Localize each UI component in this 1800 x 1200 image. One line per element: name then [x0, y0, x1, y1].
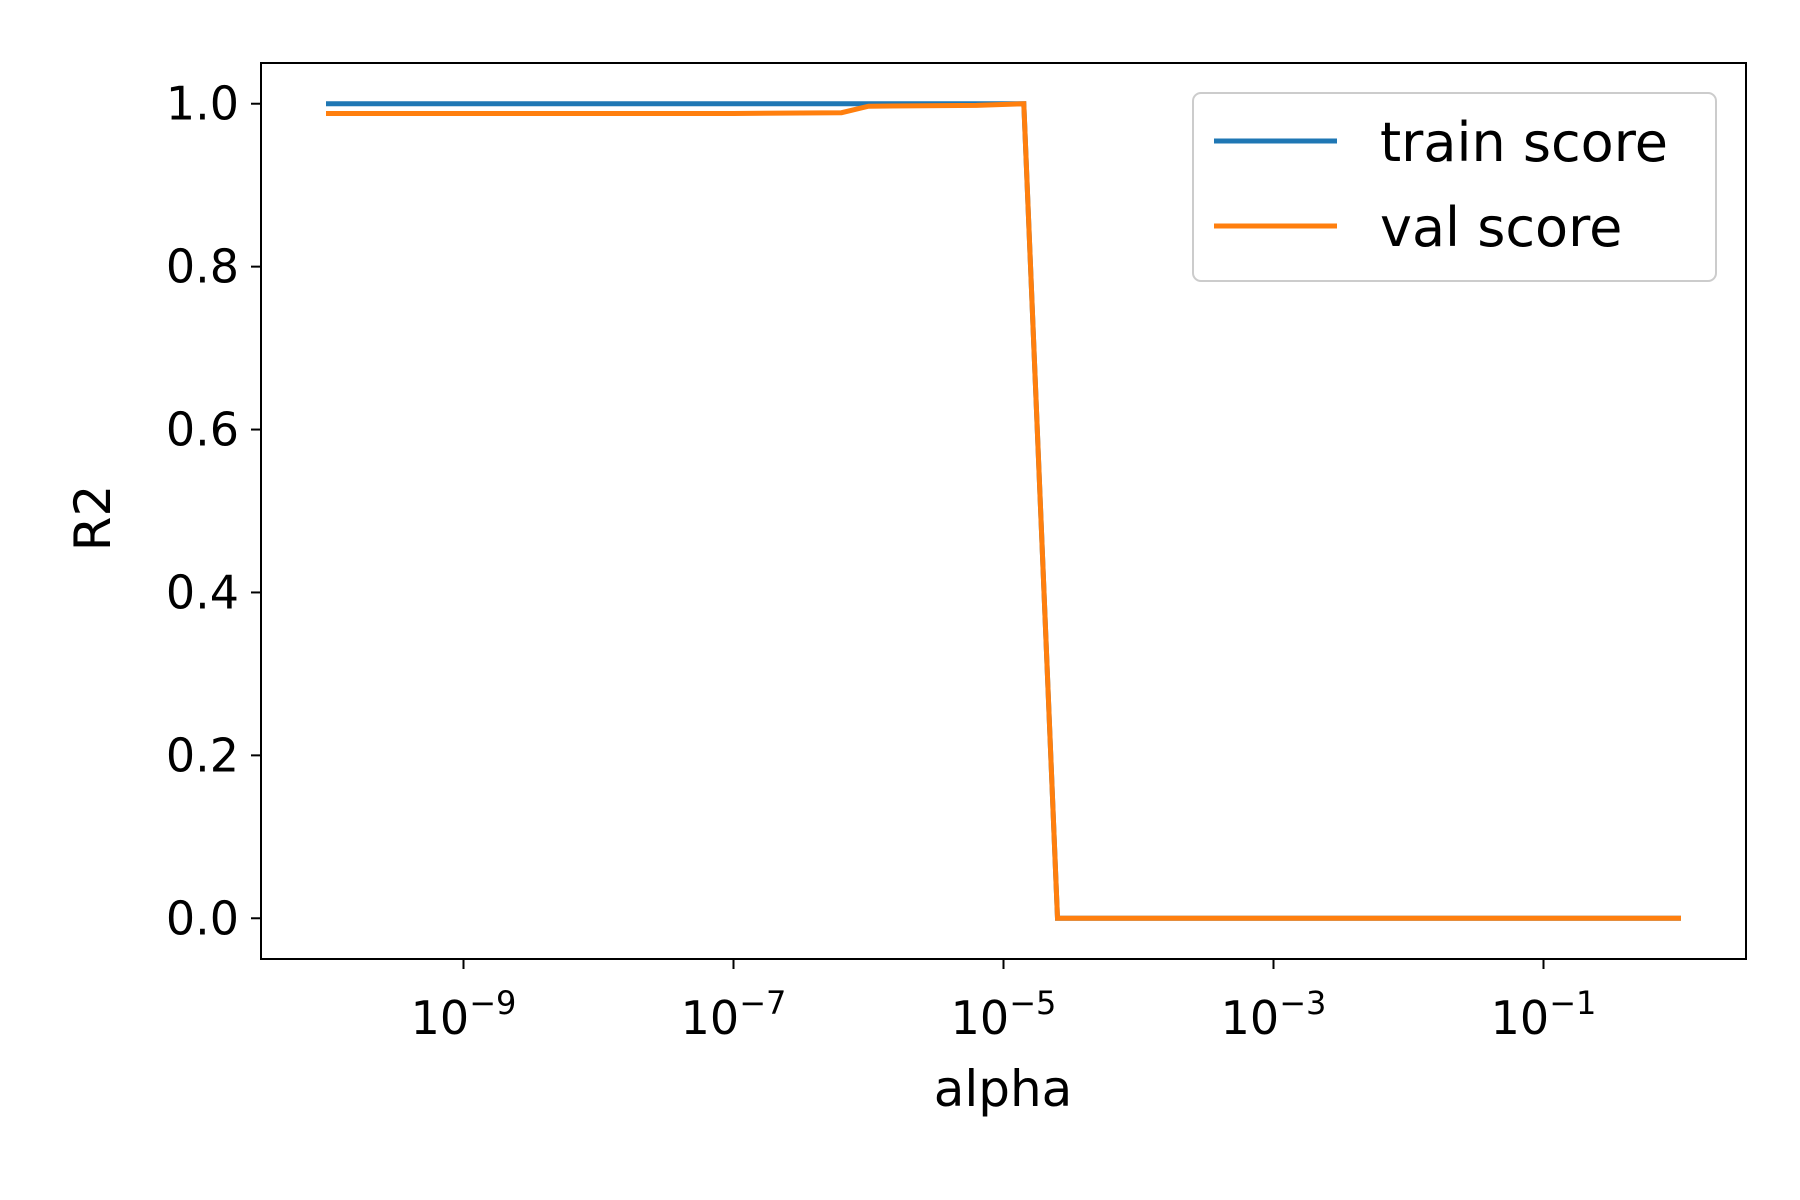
y-tick-label: 0.6 — [166, 403, 239, 457]
y-tick-label: 1.0 — [166, 77, 239, 131]
x-tick-label: 10−7 — [681, 984, 787, 1045]
x-axis-label: alpha — [934, 1060, 1073, 1118]
x-axis: 10−9 10−7 10−5 10−3 10−1 — [411, 959, 1597, 1045]
legend-label-train-score: train score — [1380, 111, 1668, 174]
y-tick-label: 0.2 — [166, 728, 239, 782]
x-tick-label: 10−5 — [951, 984, 1057, 1045]
y-axis-label: R2 — [64, 485, 122, 552]
legend: train score val score — [1192, 92, 1717, 282]
x-tick-label: 10−1 — [1491, 984, 1597, 1045]
legend-label-val-score: val score — [1380, 196, 1622, 259]
y-tick-label: 0.8 — [166, 240, 239, 294]
y-tick-label: 0.4 — [166, 565, 239, 619]
x-tick-label: 10−3 — [1221, 984, 1327, 1045]
y-tick-label: 0.0 — [166, 891, 239, 945]
y-axis: 0.0 0.2 0.4 0.6 0.8 1.0 — [166, 77, 261, 945]
series-line-val-score — [326, 101, 1681, 921]
x-tick-label: 10−9 — [411, 984, 517, 1045]
series-layer — [326, 101, 1681, 921]
